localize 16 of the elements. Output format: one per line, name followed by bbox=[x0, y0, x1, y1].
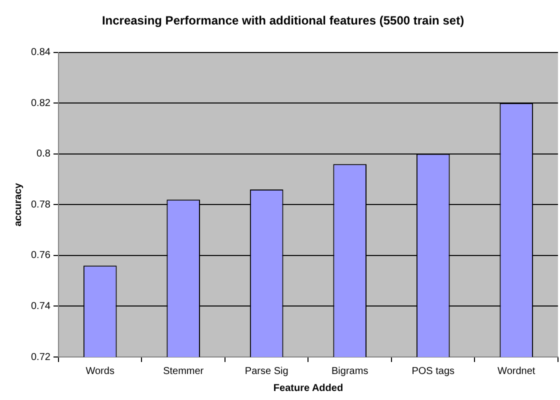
x-tick-label: Wordnet bbox=[498, 366, 536, 377]
x-tick-label: Bigrams bbox=[332, 366, 368, 377]
chart-title: Increasing Performance with additional features (5500 train set) bbox=[102, 14, 464, 28]
y-tick-label: 0.84 bbox=[30, 47, 51, 58]
y-tick-label: 0.82 bbox=[30, 98, 51, 109]
x-tick-label: Stemmer bbox=[163, 366, 204, 377]
x-tick-label: Parse Sig bbox=[244, 366, 288, 377]
y-tick-label: 0.72 bbox=[30, 352, 51, 363]
x-tick-label: POS tags bbox=[412, 366, 455, 377]
y-tick-label: 0.74 bbox=[30, 300, 51, 312]
y-tick-label: 0.76 bbox=[30, 250, 51, 262]
y-axis-title: accuracy bbox=[12, 182, 24, 226]
x-tick-label: Words bbox=[86, 366, 114, 377]
x-axis-title: Feature Added bbox=[273, 382, 344, 394]
y-tick-label: 0.8 bbox=[36, 148, 51, 160]
y-tick-label: 0.78 bbox=[30, 199, 51, 210]
